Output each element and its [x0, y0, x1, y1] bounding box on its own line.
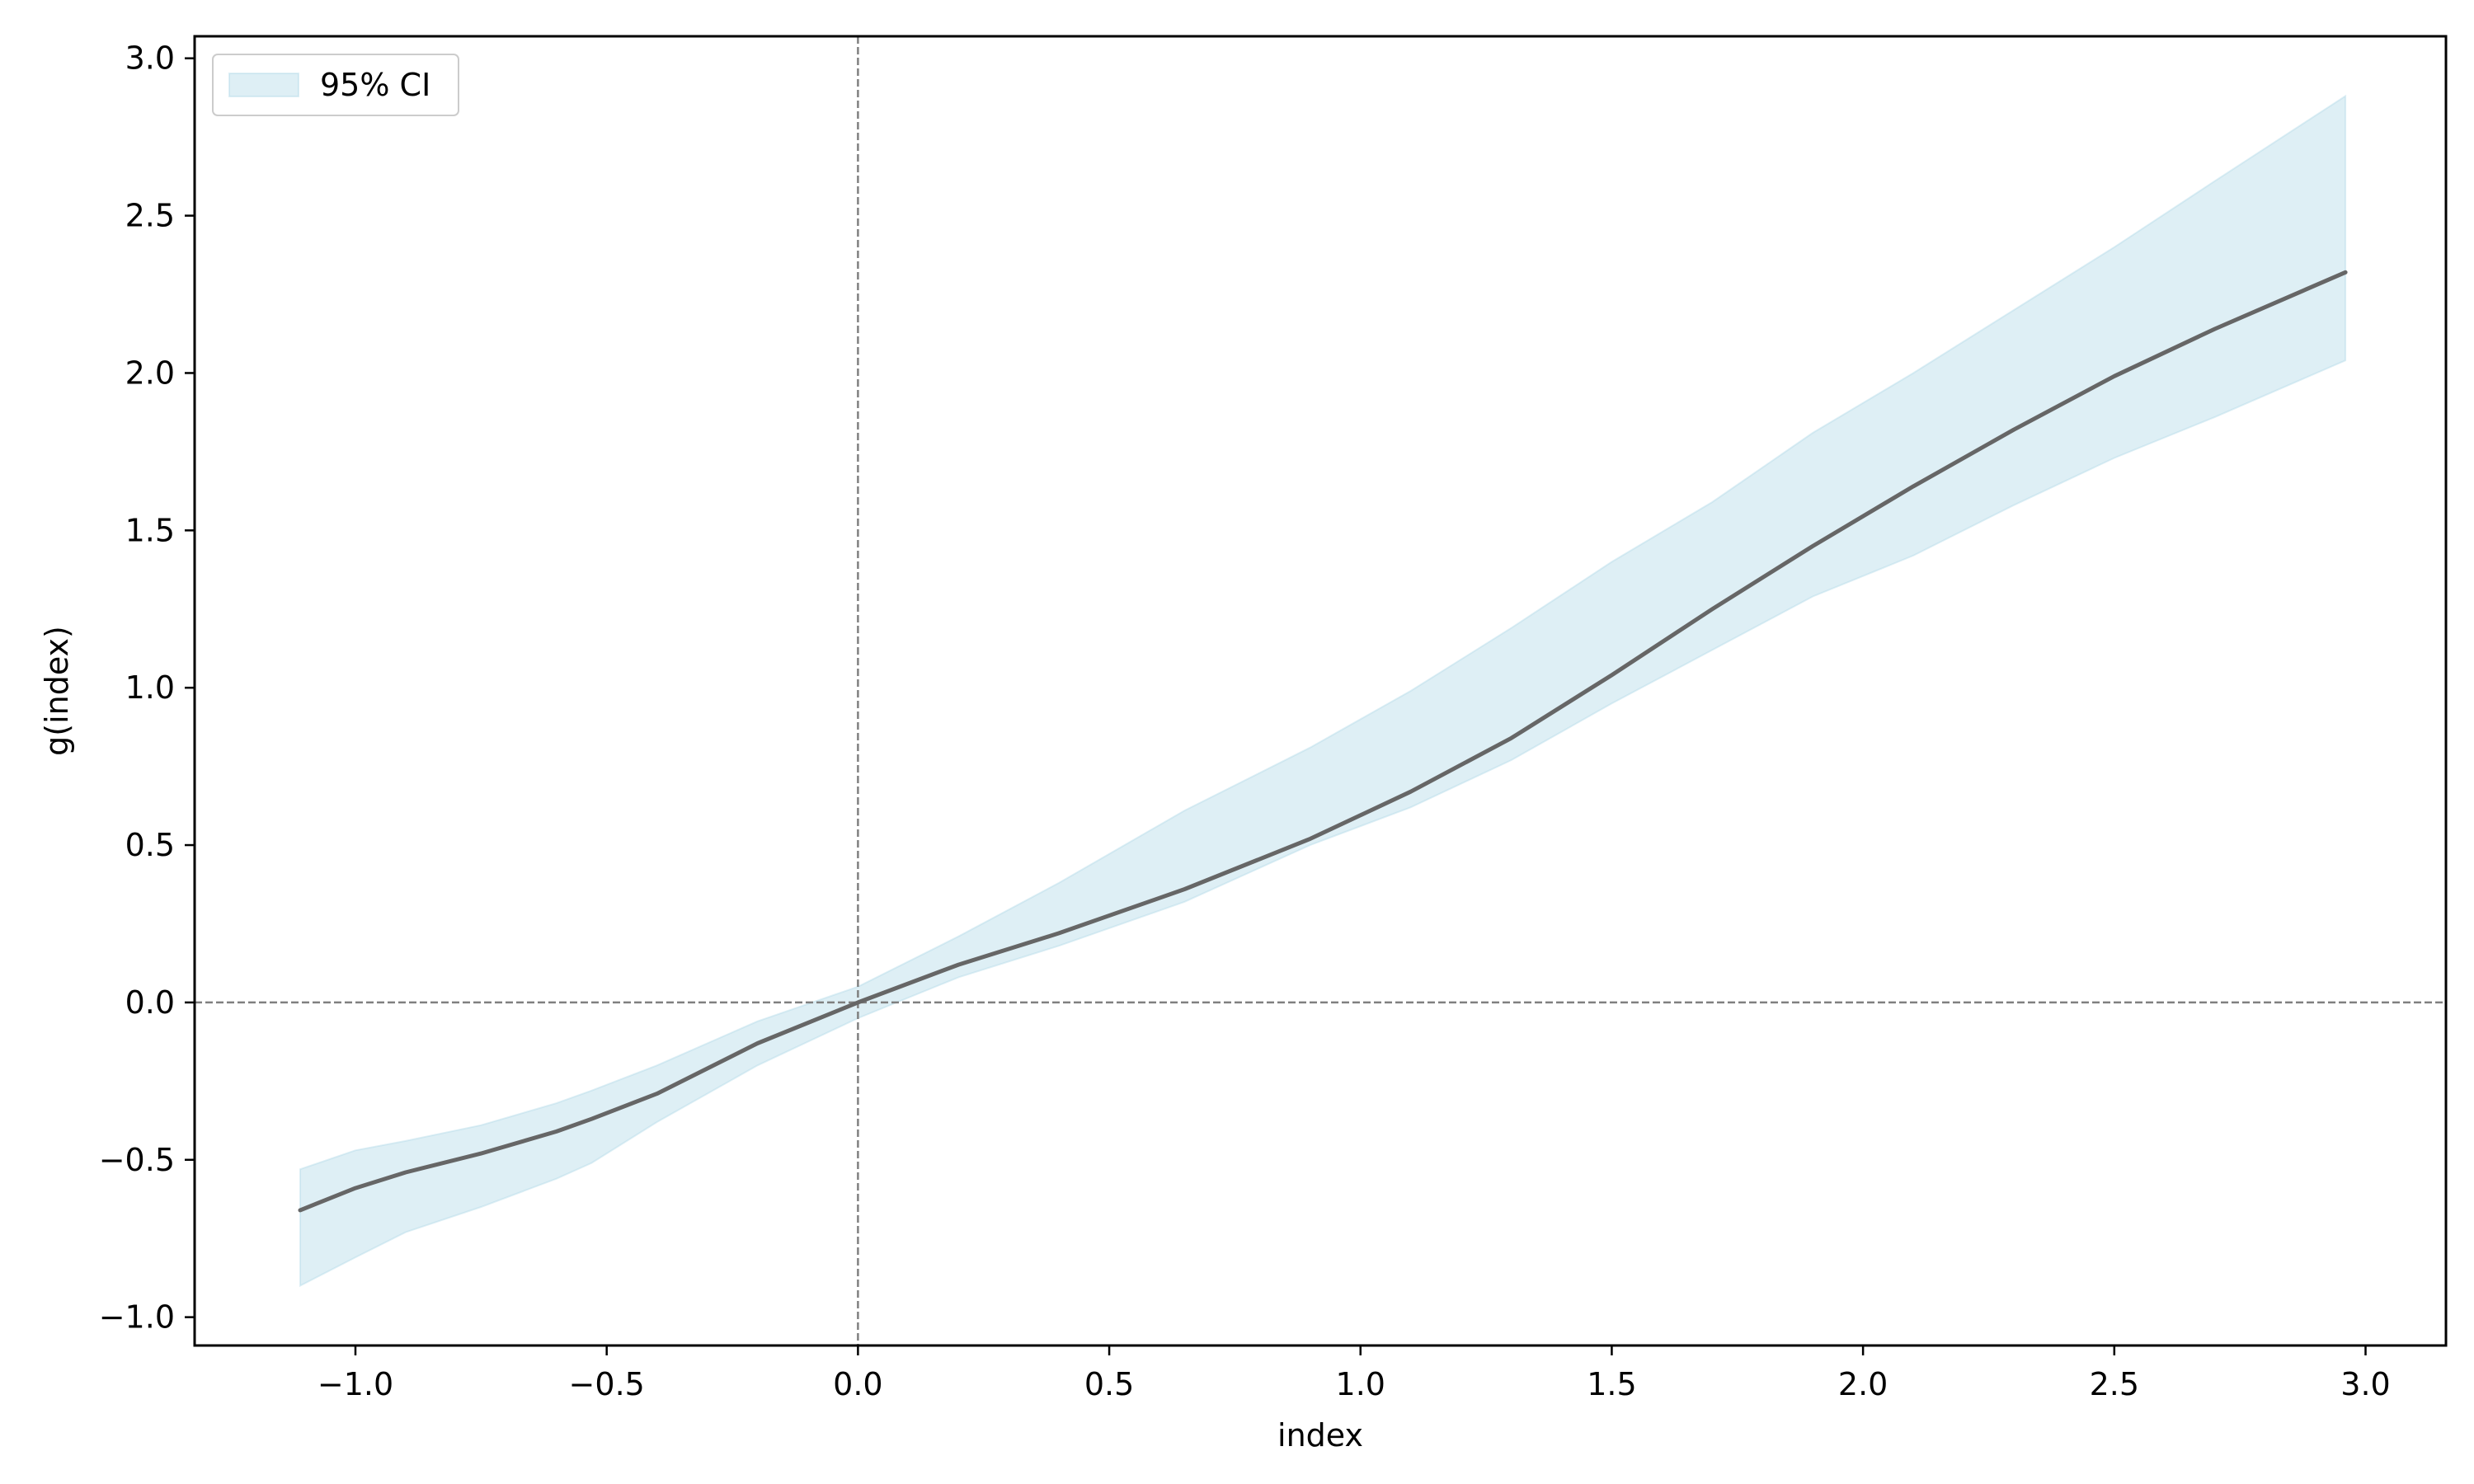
x-tick-label: 3.0: [2340, 1366, 2390, 1402]
y-tick-label: 1.0: [125, 669, 175, 706]
axis-ticks: −1.0 −0.5 0.0 0.5 1.0 1.5 2.0 2.5 3.0 −1.0 −0.5 0.0…: [99, 40, 2391, 1402]
legend-frame: [212, 54, 459, 116]
y-tick-label: 1.5: [125, 512, 175, 548]
x-tick-label: −1.0: [317, 1366, 393, 1402]
y-tick-label: −1.0: [99, 1299, 175, 1336]
x-tick-label: 1.0: [1336, 1366, 1385, 1402]
x-tick-label: 1.5: [1587, 1366, 1636, 1402]
x-tick-label: −0.5: [569, 1366, 645, 1402]
ci-band: [299, 94, 2347, 1288]
plot-area: [195, 36, 2446, 1345]
legend: 95% CI: [212, 54, 459, 116]
legend-label-ci: 95% CI: [320, 67, 430, 103]
y-tick-label: 3.0: [125, 40, 175, 77]
y-tick-label: −0.5: [99, 1142, 175, 1178]
x-tick-label: 0.0: [833, 1366, 882, 1402]
y-tick-label: 2.0: [125, 355, 175, 391]
legend-swatch-ci: [228, 73, 299, 97]
y-axis-label: g(index): [39, 626, 75, 756]
x-tick-label: 0.5: [1084, 1366, 1134, 1402]
x-tick-label: 2.5: [2090, 1366, 2139, 1402]
x-tick-label: 2.0: [1838, 1366, 1888, 1402]
y-tick-label: 0.5: [125, 827, 175, 863]
estimate-line: [298, 270, 2348, 1213]
x-axis-label: index: [1277, 1417, 1363, 1453]
y-tick-label: 0.0: [125, 984, 175, 1021]
axes-frame: [193, 35, 2448, 1347]
y-tick-label: 2.5: [125, 198, 175, 234]
